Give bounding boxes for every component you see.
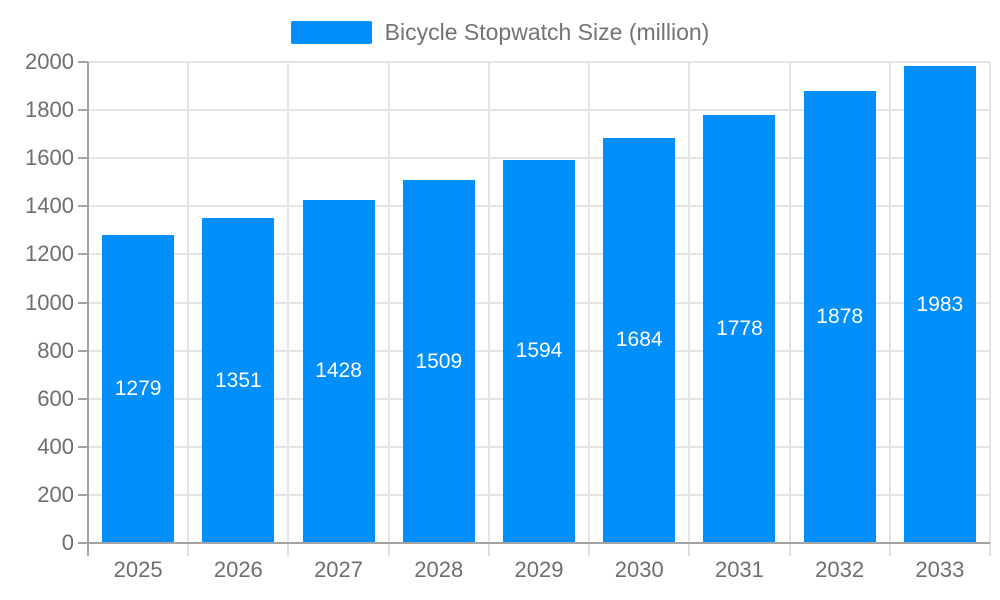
x-axis-tick-label: 2027 <box>314 557 364 582</box>
bar[interactable]: 1509 <box>402 180 475 543</box>
bar[interactable]: 1778 <box>703 115 776 543</box>
y-axis-tick <box>78 205 88 208</box>
bar-value-label: 1878 <box>816 305 864 329</box>
bar-value-label: 1983 <box>916 292 964 316</box>
y-axis-tick-label: 1000 <box>25 289 74 315</box>
bar-value-label: 1594 <box>515 339 563 363</box>
x-axis-tick-label: 2033 <box>915 557 965 582</box>
bar[interactable]: 1594 <box>503 159 575 543</box>
bar-value-label: 1351 <box>214 368 262 392</box>
x-axis-tick <box>187 543 190 556</box>
legend-label: Bicycle Stopwatch Size (million) <box>384 19 710 45</box>
y-axis-tick-label: 200 <box>37 481 74 507</box>
x-axis-tick-label: 2026 <box>213 557 263 582</box>
y-axis-tick-label: 0 <box>61 530 74 555</box>
h-gridline <box>88 157 990 160</box>
bar[interactable]: 1983 <box>903 66 976 543</box>
x-axis-tick <box>287 543 290 556</box>
legend: Bicycle Stopwatch Size (million) <box>0 19 1000 46</box>
bar-value-label: 1684 <box>615 328 663 352</box>
bar-value-label: 1509 <box>415 349 463 373</box>
legend-item[interactable]: Bicycle Stopwatch Size (million) <box>290 19 710 46</box>
y-axis-tick <box>78 493 88 496</box>
x-axis-tick-label: 2029 <box>514 557 564 582</box>
x-axis-tick-label: 2025 <box>113 557 163 582</box>
y-axis-tick <box>78 445 88 448</box>
v-gridline <box>588 62 591 543</box>
v-gridline <box>487 62 490 543</box>
v-gridline <box>688 62 691 543</box>
y-axis-tick <box>78 109 88 112</box>
x-axis-tick-label: 2030 <box>614 557 664 582</box>
x-axis-line <box>88 542 990 544</box>
x-axis-tick <box>487 543 490 556</box>
x-axis-tick <box>387 543 390 556</box>
x-axis-tick <box>888 543 891 556</box>
bar-value-label: 1428 <box>315 359 362 383</box>
bar[interactable]: 1351 <box>202 218 275 543</box>
y-axis-tick <box>78 253 88 256</box>
y-axis-tick-label: 400 <box>37 433 74 459</box>
x-axis-tick <box>688 543 691 556</box>
v-gridline <box>788 62 791 543</box>
bar-value-label: 1778 <box>716 317 763 341</box>
x-axis-tick-label: 2031 <box>714 557 764 582</box>
y-axis-tick-label: 600 <box>37 385 74 411</box>
v-gridline <box>187 62 190 543</box>
y-axis-tick <box>78 397 88 400</box>
h-gridline <box>88 61 990 63</box>
y-axis-tick <box>78 61 88 63</box>
y-axis-tick <box>78 157 88 160</box>
bar[interactable]: 1279 <box>102 235 175 543</box>
bar[interactable]: 1684 <box>603 137 676 543</box>
y-axis-tick <box>78 542 88 544</box>
y-axis-tick-label: 1600 <box>25 145 74 171</box>
x-axis-tick <box>788 543 791 556</box>
v-gridline <box>287 62 290 543</box>
x-axis-tick <box>588 543 591 556</box>
y-axis-tick-label: 800 <box>37 337 74 363</box>
x-axis-tick-label: 2028 <box>414 557 464 582</box>
y-axis-tick-label: 1400 <box>25 193 74 219</box>
y-axis-tick <box>78 349 88 352</box>
bar[interactable]: 1878 <box>803 91 876 543</box>
x-axis-tick-label: 2032 <box>815 557 865 582</box>
v-gridline <box>888 62 891 543</box>
y-axis-tick-label: 1800 <box>25 97 74 123</box>
y-axis-tick-label: 1200 <box>25 241 74 267</box>
bar-value-label: 1279 <box>114 377 162 401</box>
v-gridline <box>387 62 390 543</box>
h-gridline <box>88 109 990 112</box>
legend-marker <box>290 21 372 44</box>
y-axis-tick-label: 2000 <box>25 49 74 74</box>
y-axis-line <box>87 62 89 556</box>
bar[interactable]: 1428 <box>302 199 375 543</box>
x-axis-tick <box>989 543 991 556</box>
y-axis-tick <box>78 301 88 304</box>
v-gridline <box>989 62 991 543</box>
